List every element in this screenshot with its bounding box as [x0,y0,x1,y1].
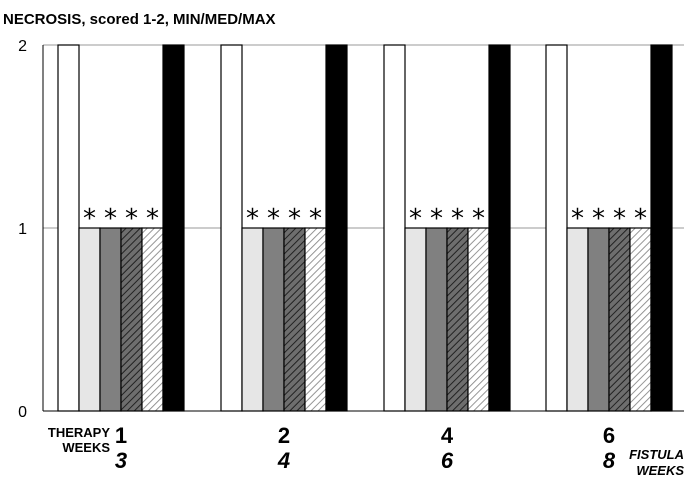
bar [241,227,264,412]
bar [467,227,490,412]
significance-marker: * [125,204,138,234]
bar [57,44,80,412]
bar [141,227,164,412]
bar [262,227,285,412]
bar [304,227,327,412]
significance-marker: * [409,204,422,234]
y-tick-labels: 0 1 2 [18,38,27,421]
y-tick-label: 1 [18,221,27,238]
significance-marker: * [246,204,259,234]
significance-marker: * [592,204,605,234]
bar [587,227,610,412]
bar [383,44,406,412]
therapy-weeks-value: 1 [115,423,127,448]
therapy-weeks-value: 6 [603,423,615,448]
bar [120,227,143,412]
fistula-weeks-label: WEEKS [636,463,684,478]
bar [78,227,101,412]
significance-marker: * [267,204,280,234]
significance-marker: * [451,204,464,234]
therapy-weeks-value: 2 [278,423,290,448]
y-tick-label: 2 [18,38,27,55]
bar [545,44,568,412]
significance-marker: * [83,204,96,234]
significance-marker: * [613,204,626,234]
bar [162,44,185,412]
bar [99,227,122,412]
therapy-weeks-label: WEEKS [62,440,110,455]
bar [283,227,306,412]
significance-marker: * [571,204,584,234]
bar [404,227,427,412]
fistula-weeks-value: 3 [115,448,127,473]
significance-marker: * [430,204,443,234]
gridlines [43,44,684,229]
y-tick-label: 0 [18,404,27,421]
bar [566,227,589,412]
bar [650,44,673,412]
chart-title: NECROSIS, scored 1-2, MIN/MED/MAX [3,11,276,28]
fistula-label: FISTULA [629,447,684,462]
significance-marker: * [634,204,647,234]
fistula-weeks-value: 8 [603,448,616,473]
bar [220,44,243,412]
bar [608,227,631,412]
significance-marker: * [472,204,485,234]
therapy-weeks-value: 4 [441,423,454,448]
bar [446,227,469,412]
significance-marker: * [309,204,322,234]
fistula-weeks-value: 4 [277,448,290,473]
bar [325,44,348,412]
bar [425,227,448,412]
annotations: * * * * * * * * * * * * * * * * [83,204,647,234]
bar [488,44,511,412]
significance-marker: * [288,204,301,234]
fistula-weeks-value: 6 [441,448,454,473]
significance-marker: * [146,204,159,234]
bar [629,227,652,412]
therapy-label: THERAPY [48,425,110,440]
significance-marker: * [104,204,117,234]
